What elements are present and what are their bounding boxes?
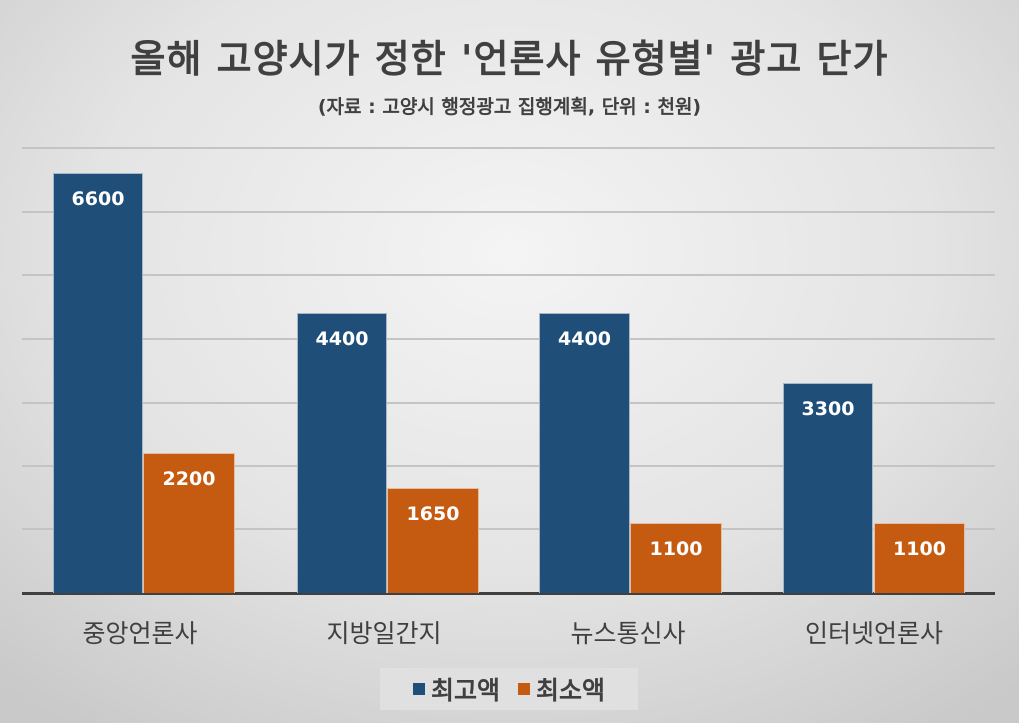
bar-max-1: 4400 — [297, 312, 387, 593]
legend-swatch-icon — [412, 683, 425, 695]
data-label: 1100 — [649, 537, 703, 560]
data-label: 1100 — [893, 537, 946, 560]
data-label: 1650 — [406, 502, 460, 525]
chart-subtitle: (자료 : 고양시 행정광고 집행계획, 단위 : 천원) — [317, 96, 702, 118]
category-label: 중앙언론사 — [82, 619, 198, 648]
data-label: 4400 — [315, 327, 369, 350]
bar-max-3: 3300 — [783, 382, 873, 593]
legend-item-min: 최소액 — [518, 671, 605, 707]
legend-label: 최소액 — [536, 676, 606, 705]
bar-max-2: 4400 — [539, 312, 630, 593]
x-axis-line — [22, 592, 995, 595]
gridline — [22, 465, 995, 467]
plot-area: 6600 2200 4400 1650 4400 1100 3300 1100 — [22, 147, 995, 595]
bar-min-1: 1650 — [387, 487, 479, 593]
gridline — [22, 147, 995, 149]
legend-item-max: 최고액 — [412, 671, 500, 707]
data-label: 6600 — [71, 187, 125, 210]
data-label: 3300 — [801, 397, 855, 420]
category-label: 인터넷언론사 — [804, 619, 943, 648]
data-label: 2200 — [162, 467, 216, 490]
category-label: 지방일간지 — [326, 619, 442, 648]
category-label: 뉴스통신사 — [570, 619, 686, 648]
gridline — [22, 274, 995, 276]
gridline — [22, 338, 995, 340]
gridline — [22, 402, 995, 404]
bar-max-0: 6600 — [53, 172, 143, 593]
gridline — [22, 211, 995, 213]
gridline — [22, 528, 995, 530]
bar-min-3: 1100 — [874, 522, 965, 593]
bar-min-0: 2200 — [143, 452, 235, 593]
legend-label: 최고액 — [430, 676, 500, 705]
bar-min-2: 1100 — [630, 522, 722, 593]
chart-title: 올해 고양시가 정한 '언론사 유형별' 광고 단가 — [130, 37, 889, 81]
legend-swatch-icon — [518, 683, 530, 695]
data-label: 4400 — [558, 327, 611, 350]
legend: 최고액 최소액 — [380, 668, 638, 710]
